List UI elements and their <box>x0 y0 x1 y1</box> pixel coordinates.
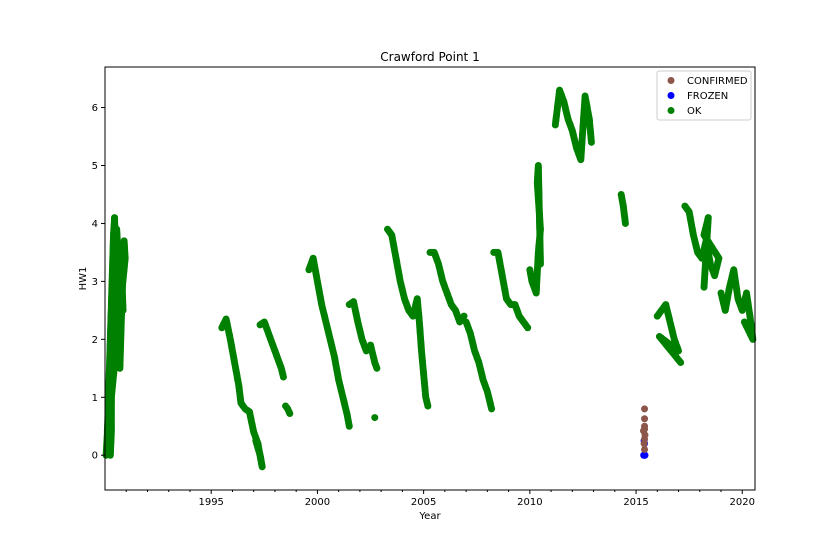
y-axis-label: HW1 <box>78 267 89 291</box>
point-ok <box>371 414 379 422</box>
point-ok <box>345 422 353 430</box>
x-tick-label: 2000 <box>305 497 330 508</box>
legend-marker <box>667 77 675 84</box>
x-tick-label: 1995 <box>198 497 223 508</box>
point-ok <box>488 405 496 413</box>
point-ok <box>536 260 544 268</box>
point-ok <box>700 283 708 291</box>
point-confirmed <box>641 445 649 453</box>
legend-box <box>656 70 752 121</box>
chart-title: Crawford Point 1 <box>380 50 479 64</box>
y-tick-label: 1 <box>92 393 98 404</box>
legend-label: OK <box>687 106 702 117</box>
y-tick-label: 5 <box>92 161 98 172</box>
x-axis: 1995 2000 2005 2010 2015 2020 <box>125 490 755 508</box>
point-ok <box>677 359 685 367</box>
point-ok <box>286 410 294 418</box>
axes-frame <box>104 66 756 491</box>
point-confirmed <box>641 415 649 423</box>
legend: CONFIRMED FROZEN OK <box>656 70 752 121</box>
y-tick-label: 4 <box>92 219 98 230</box>
x-tick-label: 2010 <box>517 497 542 508</box>
point-frozen <box>640 451 648 459</box>
y-tick-label: 2 <box>92 335 98 346</box>
legend-marker <box>667 107 675 114</box>
legend-marker <box>667 92 675 99</box>
legend-label: CONFIRMED <box>687 76 748 87</box>
y-tick-label: 0 <box>92 451 98 462</box>
legend-label: FROZEN <box>687 91 728 102</box>
point-ok <box>460 312 468 320</box>
y-tick-label: 3 <box>92 277 98 288</box>
y-axis: 0 1 2 3 4 5 6 <box>92 103 105 462</box>
point-ok <box>524 324 532 332</box>
point-ok <box>119 306 127 314</box>
x-axis-label: Year <box>418 511 441 522</box>
x-tick-label: 2005 <box>411 497 436 508</box>
point-ok <box>740 318 748 326</box>
point-ok <box>252 437 260 445</box>
y-tick-label: 6 <box>92 103 98 114</box>
point-ok <box>373 364 381 372</box>
point-confirmed <box>641 405 649 413</box>
point-ok <box>587 138 595 146</box>
x-tick-label: 2015 <box>623 497 648 508</box>
plot-area <box>102 86 757 471</box>
point-ok <box>279 373 287 381</box>
point-ok <box>424 402 432 410</box>
point-confirmed <box>640 440 648 448</box>
point-ok <box>621 219 629 227</box>
x-tick-label: 2020 <box>730 497 755 508</box>
